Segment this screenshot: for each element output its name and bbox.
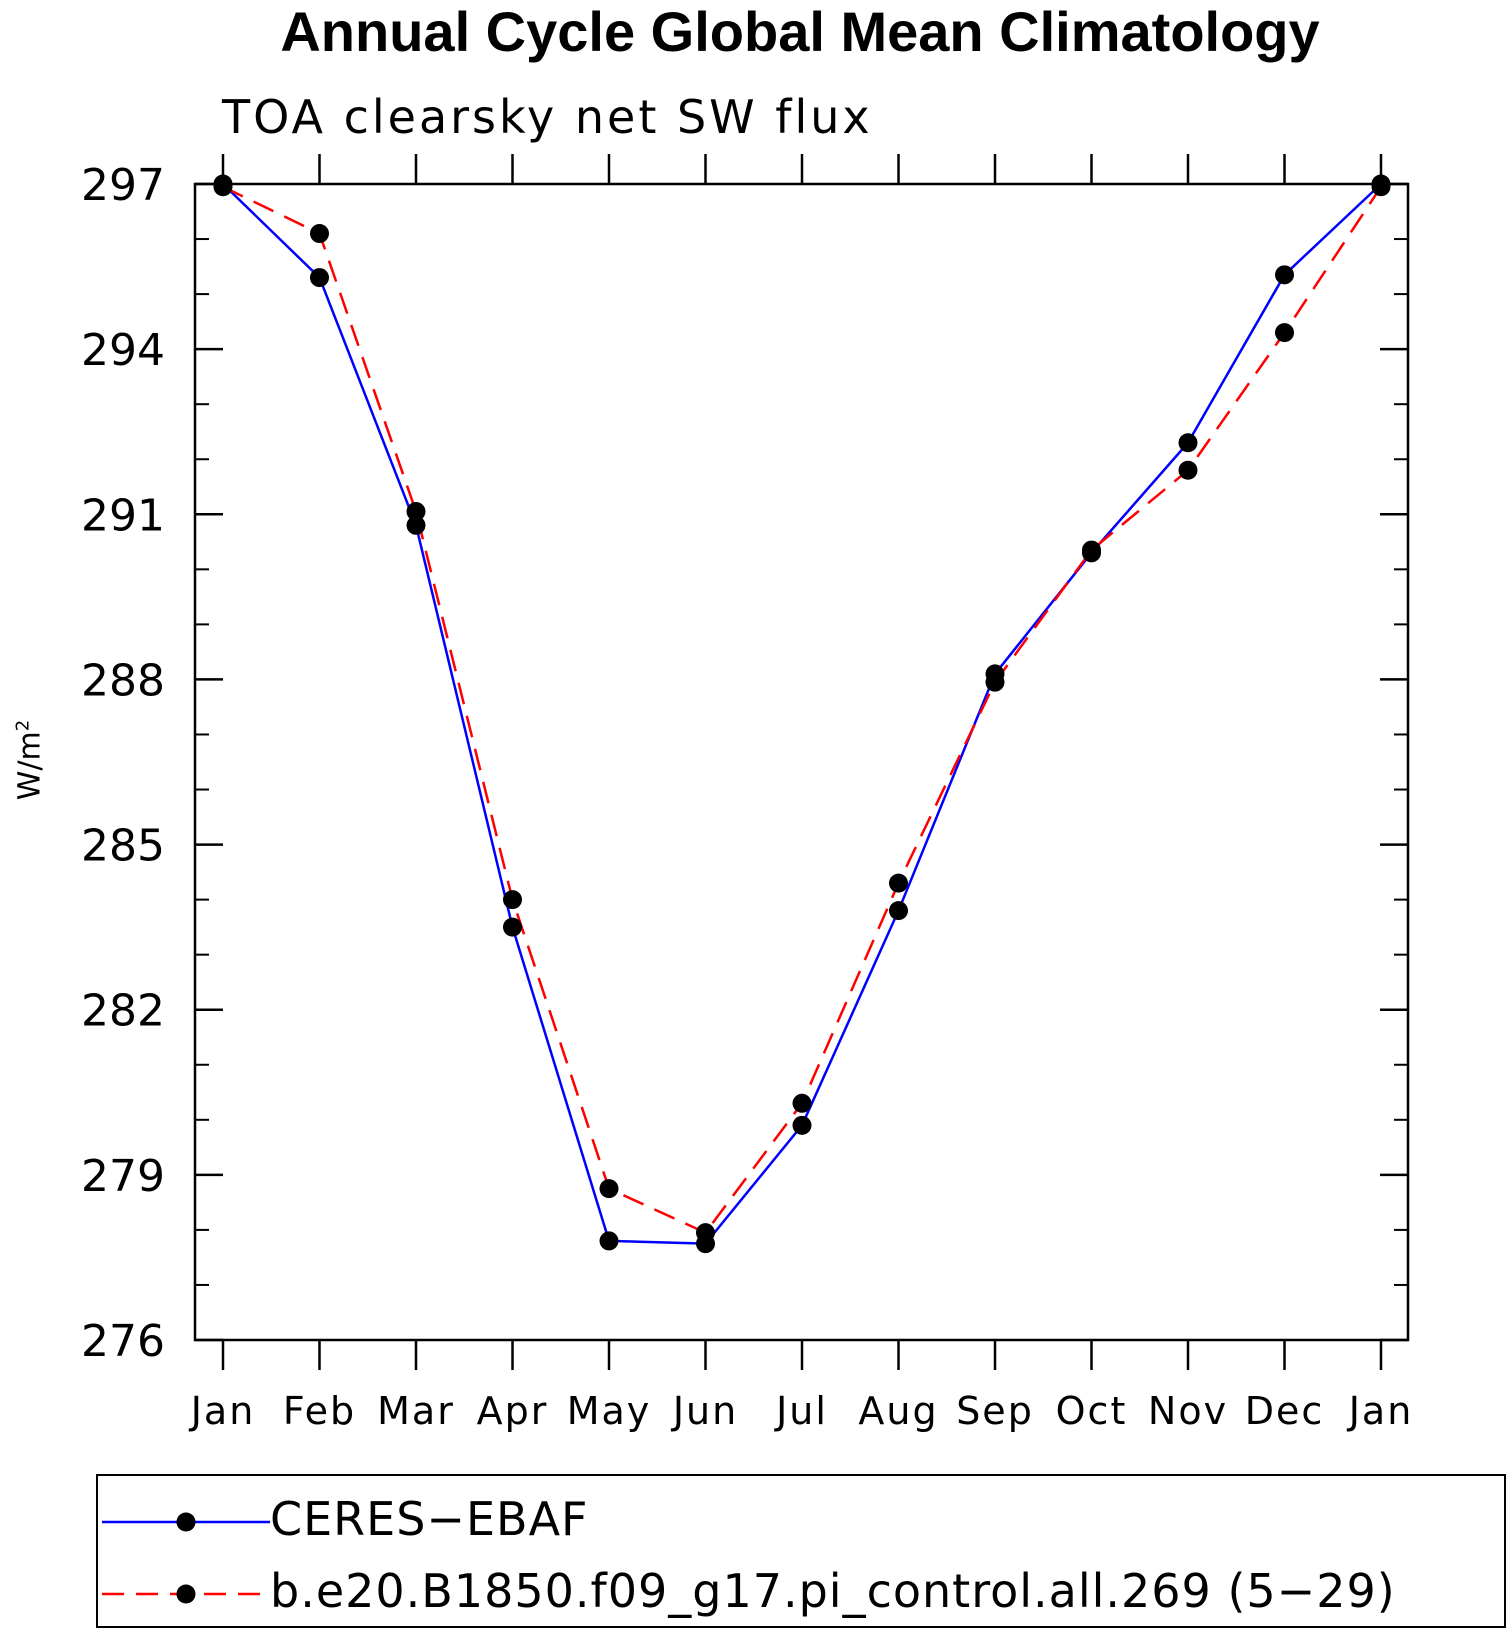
data-point-series-1 bbox=[599, 1231, 619, 1251]
x-tick-label: Apr bbox=[477, 1389, 549, 1433]
series-line-1 bbox=[222, 183, 1382, 1245]
y-tick-label: 279 bbox=[81, 1151, 165, 1202]
x-tick-label: Jan bbox=[1347, 1389, 1414, 1433]
x-tick-label: Jun bbox=[671, 1389, 738, 1433]
legend-swatch-series-2 bbox=[102, 1584, 270, 1604]
data-point-series-1 bbox=[503, 917, 522, 937]
data-point-series-2 bbox=[696, 1223, 715, 1243]
y-tick-label: 291 bbox=[81, 490, 165, 541]
x-tick-label: Dec bbox=[1245, 1389, 1325, 1433]
data-point-series-1 bbox=[792, 1115, 812, 1135]
x-tick-label: Oct bbox=[1056, 1389, 1128, 1433]
x-tick-label: Feb bbox=[283, 1389, 356, 1433]
data-point-series-1 bbox=[1178, 433, 1198, 453]
x-tick-label: Jul bbox=[774, 1389, 828, 1433]
legend-item-series-2: b.e20.B1850.f09_g17.pi_control.all.269 (… bbox=[98, 1558, 1504, 1618]
data-point-series-1 bbox=[1275, 265, 1294, 285]
data-point-series-2 bbox=[1178, 460, 1198, 480]
data-point-series-2 bbox=[1371, 177, 1391, 197]
legend-item-series-1: CERES−EBAF bbox=[98, 1486, 1504, 1546]
data-point-series-2 bbox=[406, 502, 426, 522]
y-tick-label: 297 bbox=[81, 160, 165, 211]
x-tick-label: May bbox=[567, 1389, 652, 1433]
data-point-series-2 bbox=[310, 224, 329, 244]
x-tick-label: Jan bbox=[189, 1389, 256, 1433]
y-tick-label: 276 bbox=[81, 1316, 165, 1367]
legend-marker-series-2 bbox=[176, 1584, 196, 1604]
series-line-2 bbox=[222, 185, 1383, 1235]
data-point-series-2 bbox=[503, 890, 522, 910]
legend-label-series-2: b.e20.B1850.f09_g17.pi_control.all.269 (… bbox=[270, 1564, 1396, 1618]
data-point-series-2 bbox=[889, 873, 908, 893]
data-point-series-2 bbox=[1275, 323, 1294, 343]
data-point-series-2 bbox=[1082, 540, 1101, 560]
legend-marker-series-1 bbox=[176, 1512, 196, 1532]
data-point-series-1 bbox=[889, 901, 908, 921]
legend: CERES−EBAF b.e20.B1850.f09_g17.pi_contro… bbox=[96, 1474, 1506, 1628]
data-point-series-2 bbox=[213, 177, 233, 197]
x-tick-label: Mar bbox=[377, 1389, 455, 1433]
data-point-series-1 bbox=[406, 515, 426, 535]
data-point-series-2 bbox=[985, 672, 1005, 692]
y-tick-label: 294 bbox=[81, 325, 165, 376]
x-tick-label: Aug bbox=[858, 1389, 938, 1433]
x-tick-label: Nov bbox=[1148, 1389, 1228, 1433]
x-tick-label: Sep bbox=[956, 1389, 1034, 1433]
chart-title: Annual Cycle Global Mean Climatology bbox=[280, 0, 1320, 63]
plot-frame bbox=[193, 182, 1410, 1342]
legend-swatch-series-1 bbox=[102, 1512, 270, 1532]
chart-plot-area: 276 279 282 285 288 291 294 297 Jan Feb Mar Apr May J… bbox=[81, 154, 1414, 1433]
y-tick-label: 285 bbox=[81, 821, 165, 872]
data-point-series-2 bbox=[599, 1179, 619, 1199]
y-tick-label: 288 bbox=[81, 655, 165, 706]
data-point-series-1 bbox=[310, 268, 329, 288]
chart-subtitle: TOA clearsky net SW flux bbox=[222, 90, 873, 144]
data-point-series-2 bbox=[792, 1093, 812, 1113]
legend-label-series-1: CERES−EBAF bbox=[270, 1492, 589, 1546]
y-tick-label: 282 bbox=[81, 986, 165, 1037]
